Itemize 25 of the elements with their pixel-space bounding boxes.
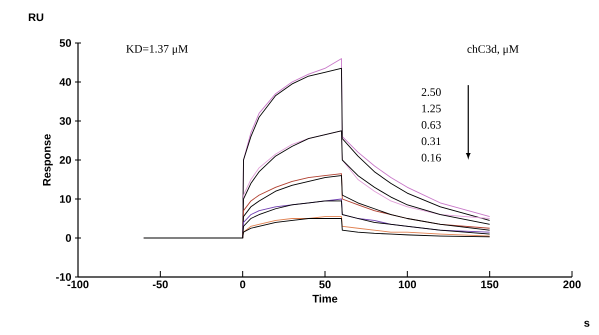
- text: s: [584, 320, 590, 327]
- annotation: chC3d, μM: [467, 44, 519, 56]
- y-tick-label: -10: [56, 273, 72, 281]
- x-tick-label: 0: [240, 280, 246, 288]
- y-tick-label: 10: [60, 195, 72, 203]
- annotation: 0.31: [422, 137, 441, 146]
- x-tick-label: 200: [563, 280, 581, 288]
- x-axis-title: Time: [312, 294, 338, 303]
- y-tick-label: 40: [59, 78, 72, 86]
- annotation: 0.16: [422, 154, 441, 162]
- y-tick-label: 20: [60, 156, 72, 164]
- x-tick-label: -50: [152, 280, 168, 288]
- text: RU: [28, 13, 44, 22]
- annotation: 1.25: [422, 104, 441, 112]
- x-tick-label: 50: [319, 280, 331, 288]
- y-axis-title: Response: [43, 134, 53, 186]
- x-tick-label: -100: [67, 280, 89, 288]
- y-tick-label: 0: [66, 234, 72, 242]
- y-tick-label: 30: [60, 117, 72, 125]
- annotation: 2.50: [422, 88, 441, 96]
- x-tick-label: 100: [398, 280, 416, 288]
- annotation: KD=1.37 μM: [126, 45, 188, 56]
- annotation: 0.63: [422, 121, 441, 129]
- y-tick-label: 50: [60, 39, 72, 47]
- x-tick-label: 150: [481, 280, 498, 288]
